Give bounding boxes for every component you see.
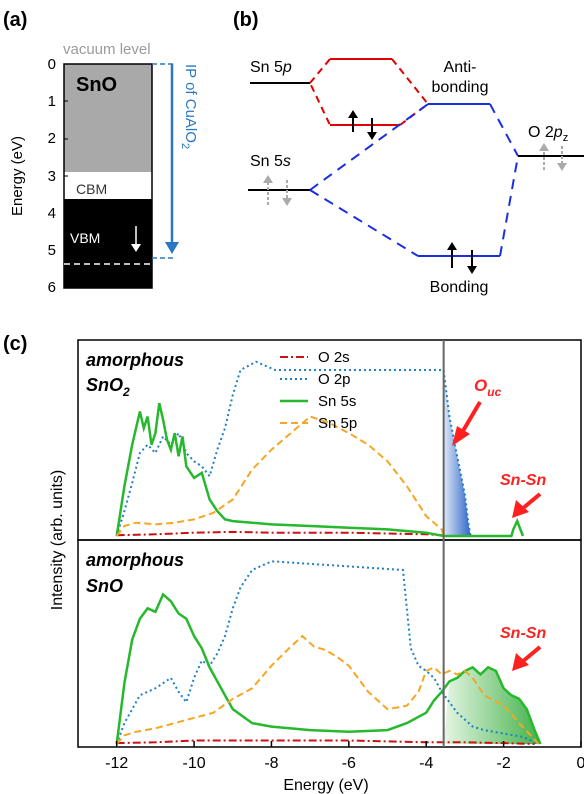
- sn-sn-annotation-bottom: Sn-Sn: [500, 625, 546, 642]
- ouc-shaded-area: [443, 370, 471, 536]
- bonding-dash-right: [499, 155, 519, 257]
- sn5s-spin-up-arrow: [263, 175, 273, 205]
- panel-a-label: (a): [3, 9, 27, 31]
- antibonding-label-1: Anti-: [444, 59, 477, 76]
- x-axis-ticks: -12 -10 -8 -6 -4 -2 0: [105, 741, 584, 772]
- legend: O 2s O 2p Sn 5s Sn 5p: [280, 349, 357, 432]
- panel-c: (c) Intensity (arb. units) Energy (eV) -…: [3, 333, 584, 794]
- o2pz-spin-down-arrow: [557, 146, 567, 171]
- vbm-label: VBM: [70, 230, 100, 246]
- conduction-band-region: [64, 64, 152, 172]
- bottom-plot-title-2: SnO: [86, 576, 123, 596]
- panel-a-ticks: 0 1 2 3 4 5 6: [48, 56, 68, 296]
- tick-label: 6: [48, 279, 56, 296]
- y-axis-label: Energy (eV): [9, 136, 26, 216]
- spin-down-arrow: [367, 118, 377, 140]
- legend-label: O 2s: [318, 349, 350, 366]
- ouc-annotation: Ouc: [474, 376, 502, 399]
- sn5p-splitting-dashed: [309, 58, 365, 126]
- sn5p-upper-dashed: [391, 58, 429, 105]
- bottom-plot-title-1: amorphous: [86, 550, 184, 570]
- tick-label: 4: [48, 205, 56, 222]
- valence-band-region: [64, 199, 152, 288]
- x-tick-label: -10: [183, 755, 206, 772]
- series-o-2s: [116, 530, 444, 537]
- bottom-plot-series: [115, 560, 542, 745]
- vacuum-level-label: vacuum level: [63, 41, 151, 58]
- ip-label: IP of CuAlO2: [179, 64, 199, 149]
- sn5s-spin-down-arrow: [282, 180, 292, 206]
- bonding-spin-up-arrow: [447, 242, 457, 268]
- top-plot-title-1: amorphous: [86, 350, 184, 370]
- y-axis-label-c: Intensity (arb. units): [49, 470, 66, 611]
- o2pz-spin-up-arrow: [539, 143, 549, 170]
- series-sn-5s: [115, 592, 542, 745]
- bonding-label: Bonding: [430, 279, 489, 296]
- spin-up-arrow: [348, 110, 358, 132]
- sn5s-label: Sn 5s: [250, 153, 291, 170]
- band-gap-region: [64, 172, 152, 199]
- series-o-2p: [115, 560, 539, 745]
- series-sn-5s: [115, 402, 525, 538]
- ip-arrow-head: [165, 242, 179, 254]
- x-axis-label-c: Energy (eV): [283, 777, 368, 794]
- tick-label: 2: [48, 130, 56, 147]
- top-plot-series: [115, 360, 525, 538]
- bottom-plot-frame: [77, 539, 582, 748]
- x-tick-label: -4: [419, 755, 433, 772]
- tick-label: 3: [48, 168, 56, 185]
- sn-sn-annotation-top: Sn-Sn: [500, 472, 546, 489]
- material-label: SnO: [76, 74, 117, 96]
- panel-b: (b) Sn 5p Anti- bonding Sn 5s: [233, 9, 584, 296]
- antibonding-dash-right: [489, 103, 519, 157]
- bonding-dash-left: [309, 189, 419, 257]
- series-sn-5p: [115, 415, 445, 537]
- x-tick-label: -2: [496, 755, 510, 772]
- series-o-2s: [116, 739, 535, 745]
- vbm-arrow-head: [131, 244, 141, 252]
- ouc-arrow: [452, 400, 482, 446]
- tick-label: 5: [48, 242, 56, 259]
- panel-a: (a) vacuum level SnO CBM VBM Energy (eV)…: [3, 9, 199, 296]
- o2pz-label: O 2pz: [528, 124, 568, 144]
- antibonding-dash-left: [309, 103, 429, 191]
- series-o-2p: [115, 360, 472, 537]
- cbm-label: CBM: [76, 181, 107, 197]
- x-tick-label: 0: [577, 755, 584, 772]
- tick-label: 1: [48, 93, 56, 110]
- panel-b-label: (b): [233, 9, 259, 31]
- legend-label: Sn 5p: [318, 415, 357, 432]
- antibonding-label-2: bonding: [432, 79, 489, 96]
- sn-sn-arrow-bottom: [512, 645, 542, 671]
- bonding-spin-down-arrow: [467, 250, 477, 274]
- x-tick-label: -8: [264, 755, 278, 772]
- legend-label: O 2p: [318, 371, 351, 388]
- sn5p-label: Sn 5p: [250, 59, 292, 76]
- sn-sn-arrow-top: [512, 492, 542, 518]
- x-tick-label: -12: [105, 755, 128, 772]
- panel-c-label: (c): [3, 333, 27, 355]
- x-tick-label: -6: [342, 755, 356, 772]
- sn-sn-shaded-area: [443, 667, 541, 744]
- top-plot-title-2: SnO2: [86, 375, 130, 399]
- tick-label: 0: [48, 56, 56, 73]
- legend-label: Sn 5s: [318, 393, 356, 410]
